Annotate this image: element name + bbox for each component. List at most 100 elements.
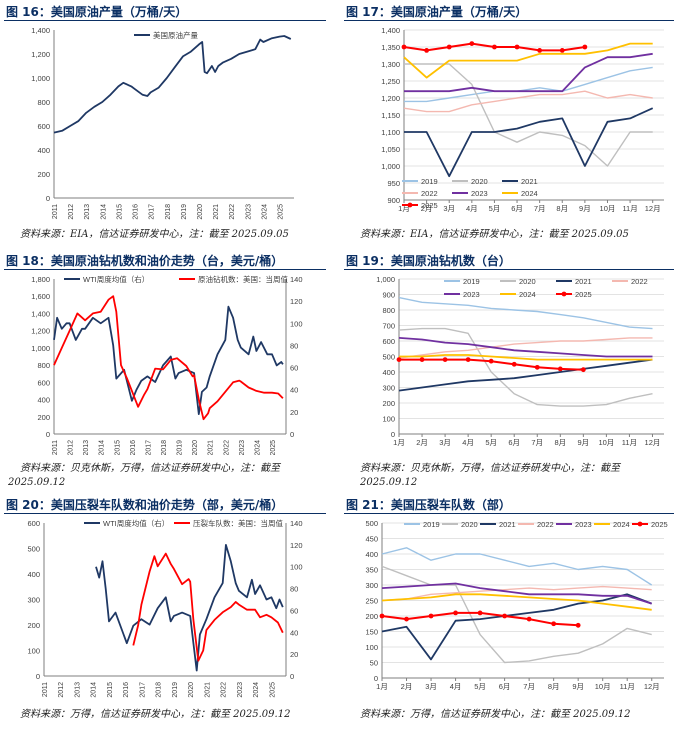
- x-tick-label: 2016: [130, 440, 137, 455]
- x-tick-label: 5月: [489, 204, 501, 213]
- y-tick-label: 600: [37, 122, 50, 131]
- x-tick-label: 2024: [261, 204, 268, 220]
- series-line: [132, 552, 284, 662]
- series-line: [404, 52, 653, 93]
- y-tick-label: 600: [27, 519, 40, 528]
- y2-tick-label: 120: [290, 297, 303, 306]
- y-tick-label: 1,300: [381, 60, 400, 69]
- chart-rig-count-and-oil-price: 02004006008001,0001,2001,4001,6001,80002…: [31, 274, 303, 455]
- x-tick-label: 2011: [52, 204, 59, 219]
- x-tick-label: 2025: [269, 682, 276, 698]
- y-tick-label: 600: [382, 337, 395, 346]
- x-tick-label: 2月: [401, 682, 413, 691]
- x-tick-label: 2018: [165, 204, 172, 220]
- y-tick-label: 400: [37, 396, 50, 405]
- legend-label: 2021: [521, 177, 538, 186]
- y-tick-label: 600: [37, 378, 50, 387]
- y-tick-label: 1,000: [381, 162, 400, 171]
- x-tick-label: 1月: [398, 204, 410, 213]
- x-tick-label: 2016: [123, 682, 130, 698]
- x-tick-label: 2月: [416, 438, 428, 447]
- x-tick-label: 2022: [223, 440, 230, 455]
- x-tick-label: 2014: [91, 682, 98, 698]
- x-tick-label: 6月: [511, 204, 523, 213]
- x-tick-label: 12月: [645, 438, 661, 447]
- legend-label: 2023: [575, 520, 592, 529]
- title-rule: [4, 20, 326, 21]
- y2-tick-label: 140: [290, 519, 303, 528]
- panel-title: 图 19：美国原油钻机数（台）: [346, 254, 511, 268]
- x-tick-label: 11月: [622, 438, 637, 447]
- x-tick-label: 2015: [107, 682, 114, 698]
- x-tick-label: 2024: [253, 682, 260, 698]
- legend-label: 2025: [575, 290, 592, 299]
- source-note: 资料来源：贝克休斯，万得，信达证券研发中心，注：截至 2025.09.12: [360, 463, 620, 488]
- y-tick-label: 1,400: [31, 309, 50, 318]
- series-line: [53, 295, 284, 421]
- panel-title: 图 20：美国压裂车队数和油价走势（部，美元/桶）: [6, 498, 284, 512]
- x-tick-label: 10月: [598, 438, 614, 447]
- legend-label: 压裂车队数：美国：当周值: [193, 518, 283, 528]
- y-tick-label: 1,200: [381, 94, 400, 103]
- x-tick-label: 2018: [161, 440, 168, 455]
- panel-title: 图 16：美国原油产量（万桶/天）: [6, 5, 188, 19]
- legend-label: 2025: [421, 201, 438, 210]
- source-note: 资料来源：EIA，信达证券研发中心，注：截至 2025.09.05: [360, 229, 629, 240]
- x-tick-label: 12月: [645, 204, 661, 213]
- legend-label: WTI周度均值（右）: [83, 274, 149, 284]
- y-tick-label: 150: [365, 628, 378, 637]
- chart-frac-spread-seasonal: 0 50 100 150 200 250 300 350 400 450 500 1月 2月 3月 4月 5月…: [365, 519, 667, 691]
- y2-tick-label: 20: [290, 650, 298, 659]
- y-tick-label: 1,400: [381, 26, 400, 35]
- y-tick-label: 1,800: [31, 275, 50, 284]
- series-line: [398, 337, 653, 358]
- y-tick-label: 1,100: [381, 128, 400, 137]
- data-point: [511, 361, 517, 367]
- series-line: [398, 327, 653, 407]
- legend-label: 美国原油产量: [153, 30, 198, 40]
- y-tick-label: 300: [27, 596, 40, 605]
- legend-label: 2020: [471, 177, 488, 186]
- title-rule: [4, 513, 326, 514]
- series-line: [381, 547, 653, 586]
- y-tick-label: 700: [382, 322, 395, 331]
- title-rule: [344, 513, 674, 514]
- y-tick-label: 800: [382, 306, 395, 315]
- x-tick-label: 2022: [229, 204, 236, 220]
- legend-label: 2020: [519, 277, 536, 286]
- y-tick-label: 0: [46, 194, 50, 203]
- data-point: [551, 621, 557, 627]
- y-tick-label: 300: [382, 384, 395, 393]
- y-tick-label: 400: [382, 368, 395, 377]
- x-tick-label: 2013: [84, 204, 91, 220]
- legend-label: 2020: [461, 520, 478, 529]
- y-tick-label: 500: [365, 519, 378, 528]
- y-tick-label: 100: [382, 415, 395, 424]
- y-tick-label: 0: [36, 672, 40, 681]
- y-tick-label: 800: [37, 98, 50, 107]
- x-tick-label: 7月: [534, 204, 546, 213]
- y-tick-label: 900: [382, 291, 395, 300]
- y-tick-label: 200: [37, 170, 50, 179]
- y-tick-label: 1,200: [31, 50, 50, 59]
- series-line: [403, 42, 653, 79]
- y2-tick-label: 120: [290, 541, 303, 550]
- x-tick-label: 2012: [68, 440, 75, 455]
- x-tick-label: 7月: [523, 682, 535, 691]
- data-point: [424, 48, 430, 53]
- x-tick-label: 2021: [204, 682, 211, 698]
- legend-label: 2021: [499, 520, 516, 529]
- data-point: [502, 613, 508, 619]
- source-note: 资料来源：万得，信达证券研发中心，注：截至 2025.09.12: [360, 709, 631, 720]
- data-point: [396, 357, 402, 362]
- y-tick-label: 1,350: [381, 43, 400, 52]
- y2-tick-label: 100: [290, 563, 303, 572]
- x-tick-label: 2023: [245, 204, 252, 220]
- x-tick-label: 2015: [116, 204, 123, 220]
- x-tick-label: 11月: [620, 682, 635, 691]
- y-tick-label: 1,200: [31, 327, 50, 336]
- source-note: 资料来源：万得，信达证券研发中心，注：截至 2025.09.12: [20, 709, 291, 720]
- x-tick-label: 2018: [156, 682, 163, 698]
- x-tick-label: 2019: [181, 204, 188, 220]
- series-line: [381, 582, 652, 605]
